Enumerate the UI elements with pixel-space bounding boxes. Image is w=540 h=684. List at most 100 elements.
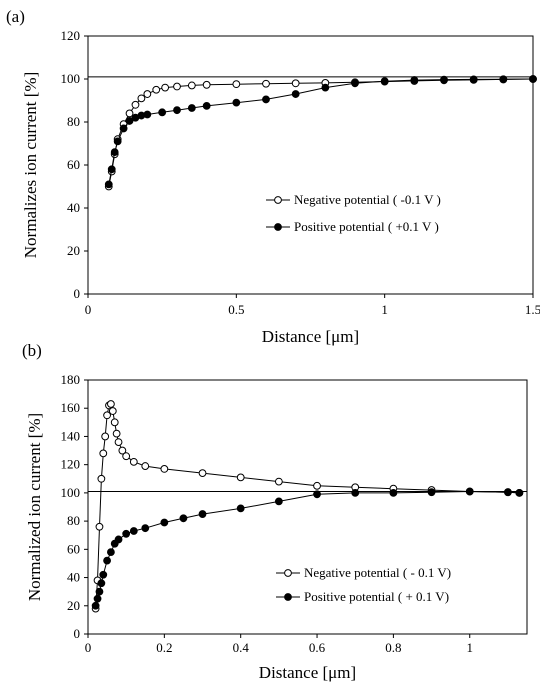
data-point	[173, 82, 181, 91]
x-tick-label: 0.4	[233, 640, 250, 655]
data-point	[380, 77, 389, 86]
data-point	[427, 488, 436, 497]
data-point	[143, 90, 152, 98]
data-point	[101, 432, 110, 441]
data-point	[118, 446, 127, 455]
data-point	[198, 510, 207, 518]
x-tick-label: 1.5	[525, 302, 540, 317]
data-point	[465, 487, 474, 496]
data-point	[274, 497, 283, 506]
data-point	[236, 504, 245, 513]
y-tick-label: 0	[74, 286, 81, 301]
chart-panel-b: (b) 0 20 40 60 80 100 120 140 160 180 0 0.2 0.4 0.6 0.8…	[22, 341, 528, 682]
series-line	[108, 78, 534, 185]
data-point	[179, 514, 188, 523]
data-point	[122, 452, 131, 461]
data-point	[236, 473, 245, 482]
data-point	[160, 518, 169, 527]
legend-marker	[274, 223, 282, 231]
data-point	[103, 411, 111, 420]
y-tick-label: 120	[61, 457, 81, 472]
data-point	[114, 535, 123, 544]
data-point	[129, 457, 138, 466]
data-point	[291, 90, 300, 98]
series-positive	[104, 75, 537, 189]
legend-label: Negative potential ( - 0.1 V)	[304, 565, 451, 580]
data-point	[91, 601, 100, 610]
data-point	[262, 95, 270, 104]
y-tick-label: 0	[74, 626, 81, 641]
data-point	[173, 106, 181, 115]
y-axis-label: Normalizes ion current [%]	[21, 72, 40, 258]
plot-frame	[87, 35, 534, 295]
data-point	[161, 83, 170, 92]
data-point	[202, 80, 211, 89]
x-tick-label: 0.6	[309, 640, 326, 655]
data-point	[160, 465, 169, 473]
data-point	[114, 438, 123, 446]
data-point	[351, 79, 359, 88]
plot-frame	[87, 379, 528, 635]
y-tick-label: 120	[61, 28, 81, 43]
series-line	[108, 78, 534, 187]
series-positive	[91, 487, 524, 610]
data-point	[110, 418, 119, 427]
x-tick-label: 1	[381, 302, 388, 317]
x-axis-label: Distance [μm]	[259, 663, 356, 682]
data-point	[104, 180, 113, 189]
data-point	[410, 76, 419, 84]
y-tick-label: 40	[67, 200, 80, 215]
data-point	[152, 85, 161, 94]
x-axis-label: Distance [μm]	[262, 327, 359, 346]
data-point	[187, 104, 196, 112]
data-point	[99, 570, 108, 579]
data-point	[125, 117, 134, 125]
data-point	[351, 488, 360, 497]
data-point	[95, 522, 104, 531]
data-point	[389, 488, 398, 497]
y-tick-label: 60	[67, 157, 80, 172]
data-point	[515, 488, 524, 497]
x-tick-label: 0.5	[228, 302, 244, 317]
data-point	[107, 400, 115, 408]
data-point	[125, 109, 134, 118]
series-negative	[104, 75, 537, 191]
y-tick-label: 80	[67, 114, 80, 129]
data-point	[110, 148, 119, 157]
data-point	[97, 474, 106, 483]
y-tick-label: 180	[61, 372, 81, 387]
data-point	[122, 529, 131, 538]
data-point	[93, 594, 102, 603]
panel-label: (b)	[22, 341, 42, 360]
data-point	[99, 449, 108, 458]
data-point	[107, 165, 116, 174]
data-point	[107, 548, 115, 557]
y-tick-label: 20	[67, 598, 80, 613]
data-point	[158, 108, 167, 117]
data-point	[97, 579, 106, 588]
data-point	[108, 407, 117, 415]
data-point	[113, 137, 122, 146]
legend-marker	[284, 569, 292, 577]
legend-marker	[274, 196, 282, 204]
x-tick-label: 0.2	[156, 640, 172, 655]
data-point	[499, 75, 508, 84]
data-point	[291, 79, 300, 88]
y-tick-label: 100	[61, 71, 81, 86]
series-negative	[91, 400, 524, 613]
data-point	[143, 110, 152, 119]
data-point	[202, 101, 211, 110]
data-point	[187, 81, 196, 90]
y-tick-label: 100	[61, 485, 81, 500]
chart-panel-a: (a) 0 20 40 60 80 100 120 0 0.5 1 1.5 Distance [μm] N…	[6, 7, 540, 346]
legend-marker	[284, 593, 292, 601]
data-point	[131, 100, 140, 109]
data-point	[313, 490, 321, 499]
x-tick-label: 0.8	[385, 640, 401, 655]
data-point	[198, 469, 207, 478]
y-tick-label: 140	[61, 428, 81, 443]
x-tick-label: 0	[85, 302, 92, 317]
legend-label: Positive potential ( +0.1 V )	[294, 219, 439, 234]
data-point	[112, 429, 121, 438]
